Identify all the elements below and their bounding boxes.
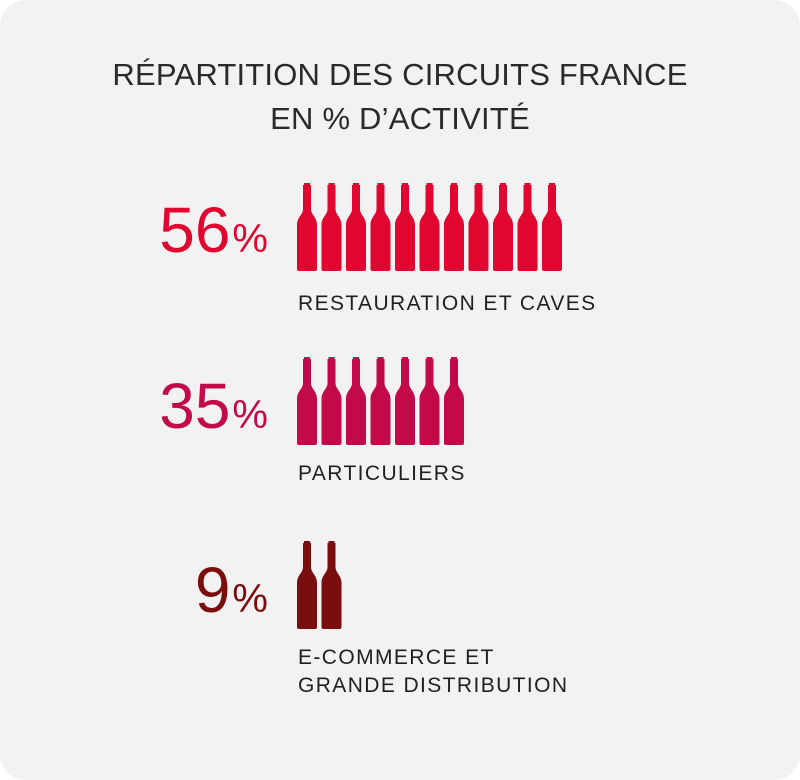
bottle-icon — [370, 357, 391, 445]
category-label-particuliers: PARTICULIERS — [298, 460, 466, 488]
bottle-icon — [493, 183, 513, 271]
category-label-restauration: RESTAURATION ET CAVES — [298, 290, 597, 318]
bottle-icon — [297, 183, 317, 271]
category-label-ecommerce: E-COMMERCE ET GRANDE DISTRIBUTION — [298, 644, 568, 700]
bottle-row-particuliers — [297, 357, 464, 445]
bottle-icon — [321, 541, 342, 629]
percent-value-particuliers: 35% — [159, 374, 268, 438]
bottle-icon — [297, 541, 317, 629]
percent-sign: % — [232, 393, 268, 437]
chart-title-line-1: RÉPARTITION DES CIRCUITS FRANCE — [112, 57, 688, 92]
bottle-row-restauration — [297, 183, 562, 271]
bottle-icon — [395, 357, 415, 445]
bottle-icon — [321, 357, 342, 445]
bottle-icon — [395, 183, 415, 271]
category-label-line: RESTAURATION ET CAVES — [298, 292, 597, 315]
bottle-icon — [370, 183, 391, 271]
bottle-icon — [297, 357, 317, 445]
percent-number: 56 — [159, 194, 231, 266]
percent-number: 35 — [159, 370, 231, 442]
bottle-icon — [419, 183, 440, 271]
bottle-icon — [444, 357, 464, 445]
bottle-row-ecommerce — [297, 541, 342, 629]
bottle-icon — [346, 357, 366, 445]
category-label-line-1: E-COMMERCE ET — [298, 646, 495, 669]
category-label-line-2: GRANDE DISTRIBUTION — [298, 674, 569, 697]
percent-value-ecommerce: 9% — [195, 558, 268, 622]
bottle-icon — [419, 357, 440, 445]
bottle-icon — [346, 183, 366, 271]
bottle-icon — [321, 183, 342, 271]
bottle-icon — [542, 183, 562, 271]
bottle-icon — [517, 183, 538, 271]
bottle-icon — [468, 183, 489, 271]
percent-sign: % — [232, 217, 268, 261]
bottle-icon — [444, 183, 464, 271]
percent-value-restauration: 56% — [159, 198, 268, 262]
percent-number: 9 — [194, 554, 231, 626]
chart-title-line-2: EN % D’ACTIVITÉ — [270, 101, 530, 136]
category-label-line: PARTICULIERS — [298, 462, 466, 485]
percent-sign: % — [232, 577, 268, 621]
